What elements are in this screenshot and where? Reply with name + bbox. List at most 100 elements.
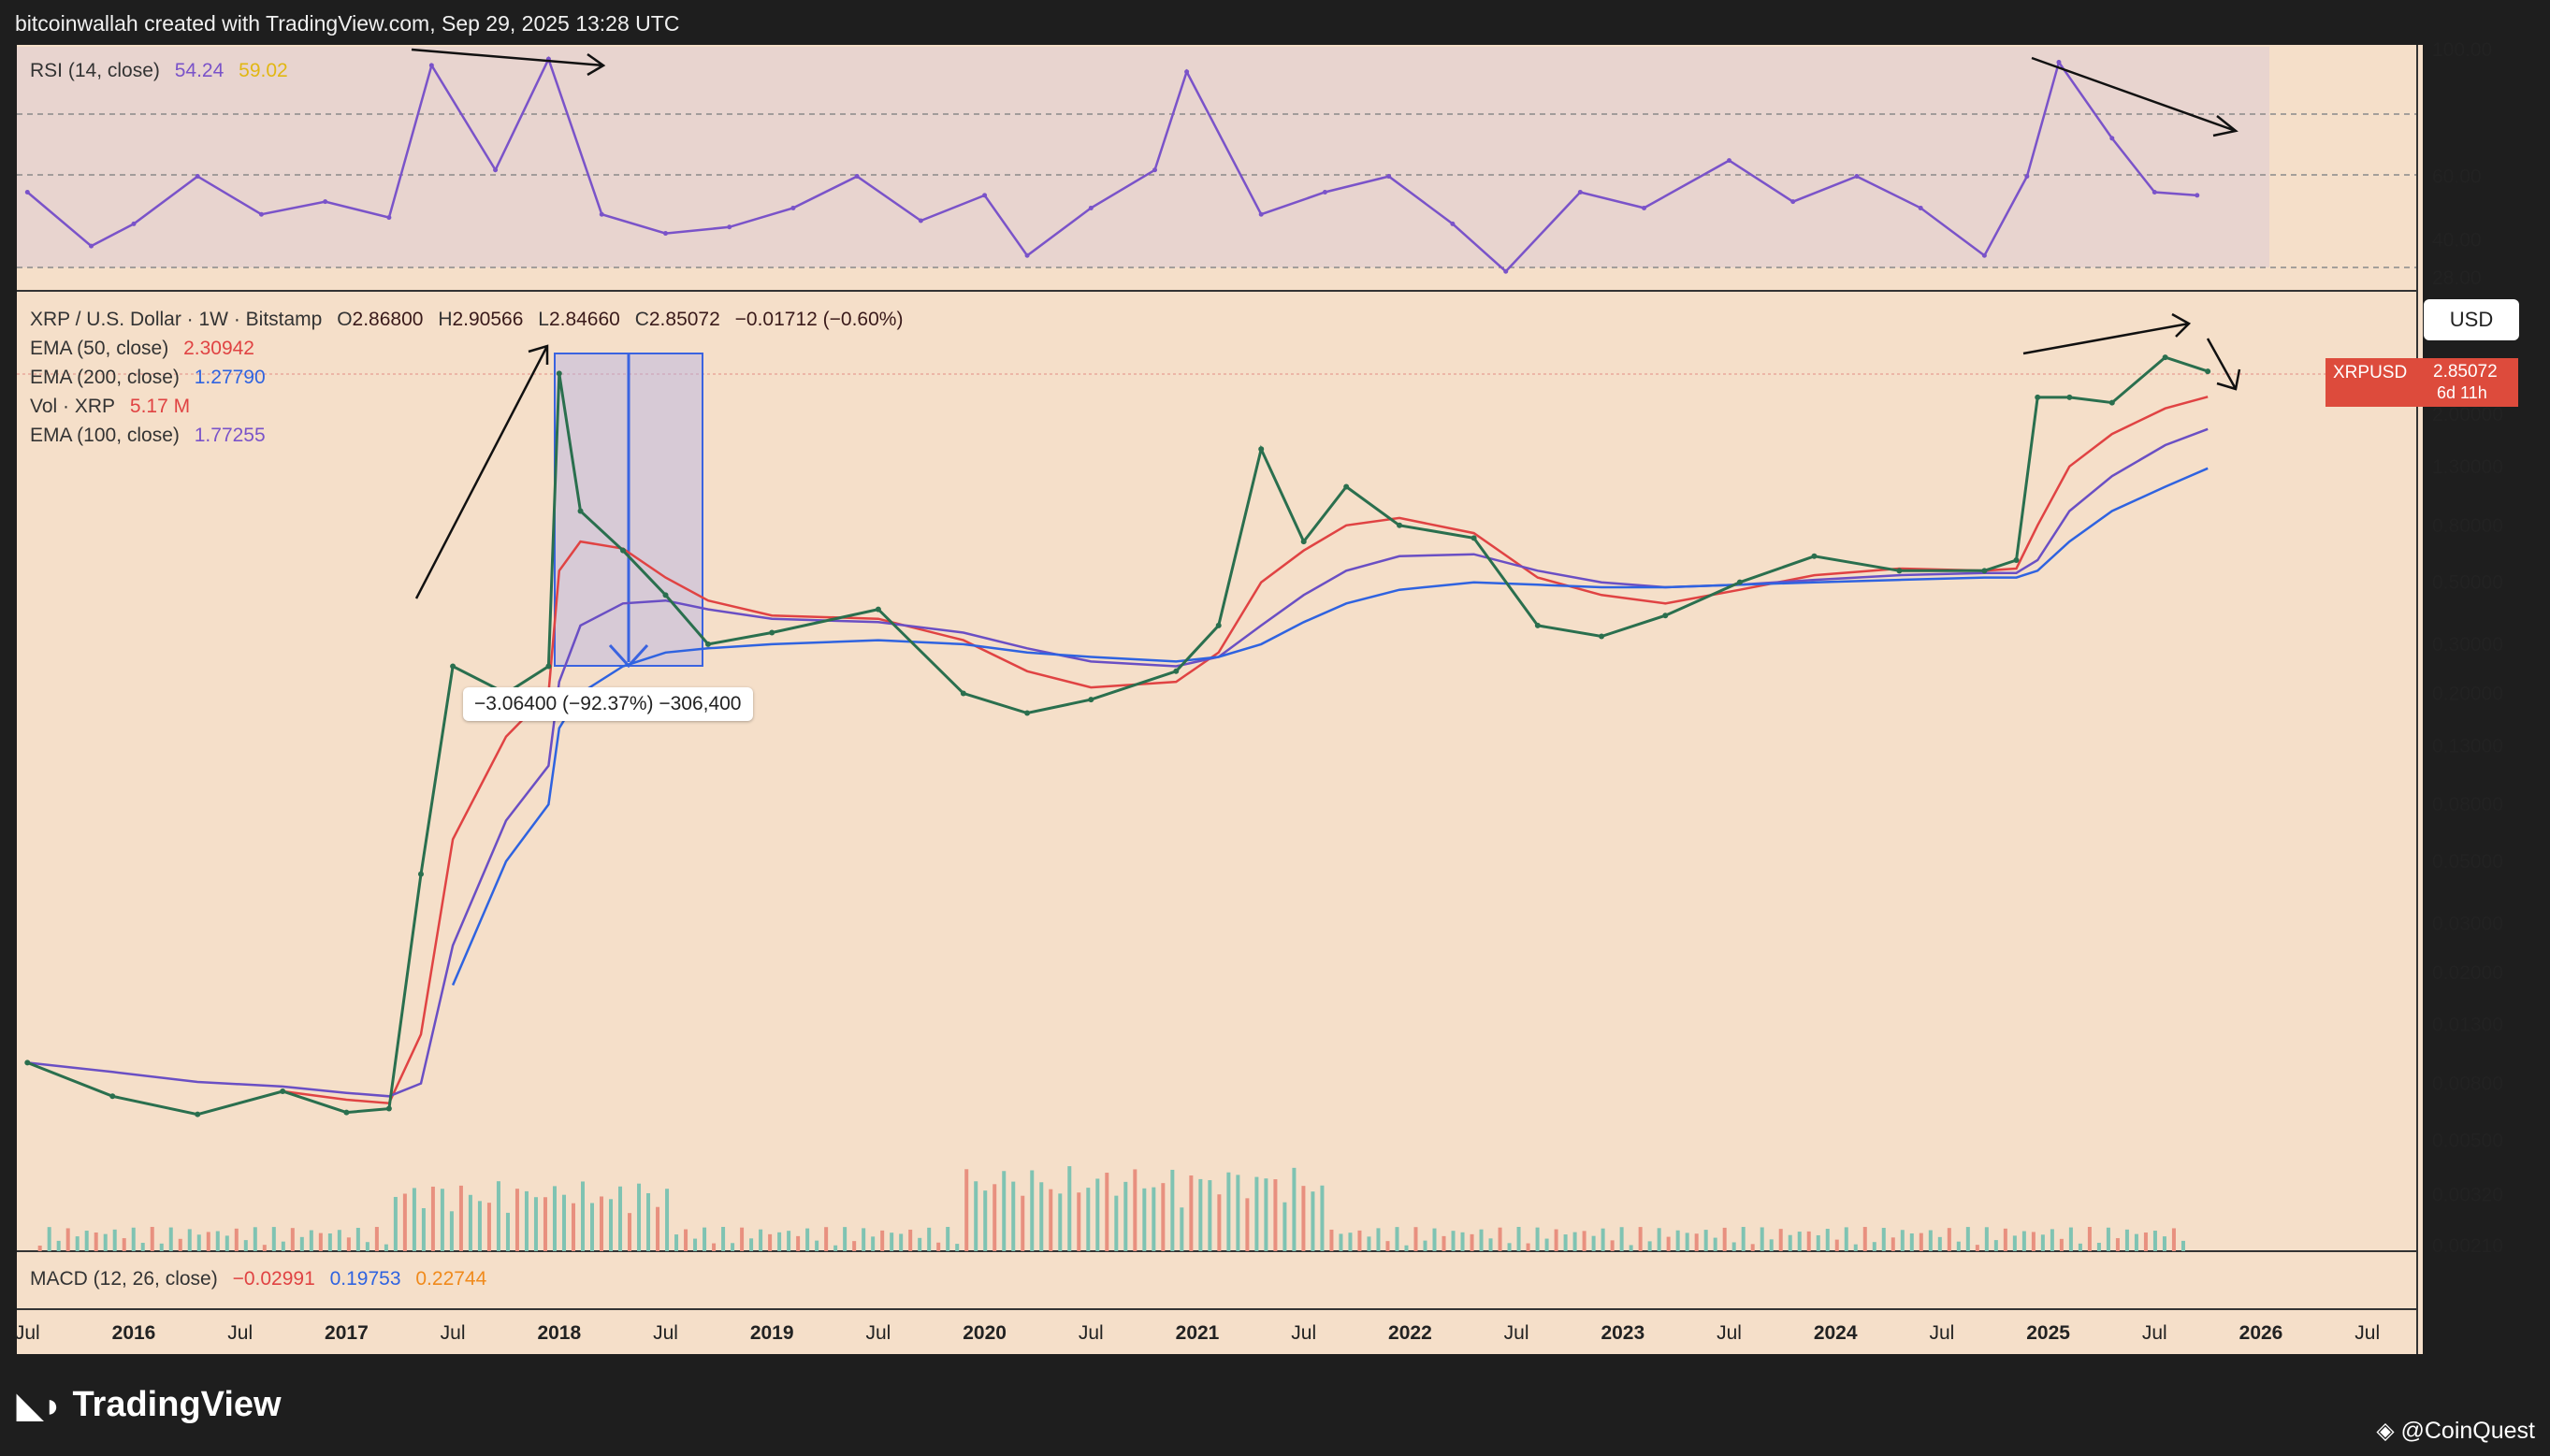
volume-bar [1872,1242,1876,1251]
volume-bar [2134,1233,2138,1251]
price-point [556,370,562,377]
price-tag-countdown: 6d 11h [2437,383,2487,402]
indicator-label: Vol · XRP [30,396,116,417]
volume-bar [1133,1169,1137,1251]
price-point [577,508,584,514]
price-point [417,871,424,877]
rsi-axis-tick: 100.00 [2432,39,2492,61]
price-rally-arrow [414,345,549,599]
tradingview-logo[interactable]: ◣◗ TradingView [17,1385,282,1425]
price-axis-tick: 0.05000 [2432,851,2503,872]
volume-bar [590,1203,595,1251]
volume-bars [37,1166,2185,1251]
time-axis-tick: Jul [1929,1322,1954,1344]
time-axis-tick: 2019 [750,1322,794,1344]
price-point [385,1105,392,1112]
tradingview-logo-icon: ◣◗ [17,1385,64,1424]
price-tag: XRPUSD 2.85072 6d 11h [2325,358,2518,407]
price-point [1088,697,1094,703]
time-axis-tick: 2016 [112,1322,156,1344]
volume-bar [1778,1229,1783,1251]
time-axis-tick: 2024 [1814,1322,1858,1344]
volume-bar [936,1242,941,1251]
rsi-trend-arrowhead-1 [587,52,606,77]
volume-bar [1077,1192,1081,1251]
volume-bar [365,1242,369,1251]
volume-bar [833,1245,838,1251]
price-axis-tick: 0.03000 [2432,913,2503,934]
volume-bar [852,1241,857,1251]
volume-bar [1432,1228,1437,1251]
volume-bar [974,1181,978,1251]
volume-bar [1423,1240,1427,1251]
volume-bar [449,1211,454,1251]
rsi-point [790,205,796,210]
price-point [1662,613,1669,619]
volume-bar [1909,1233,1914,1251]
volume-bar [84,1231,89,1251]
price-trend-arrow [2022,322,2190,355]
time-axis-tick: 2021 [1176,1322,1220,1344]
volume-bar [731,1243,735,1251]
price-point [1896,568,1903,574]
price-point [1300,539,1307,545]
volume-bar [1357,1230,1362,1251]
volume-bar [1142,1188,1147,1251]
volume-bar [1049,1189,1053,1251]
volume-bar [992,1184,997,1251]
volume-bar [955,1244,960,1251]
volume-bar [1993,1240,1998,1251]
volume-bar [168,1227,173,1251]
volume-bar [1329,1229,1334,1251]
price-point [1024,710,1031,716]
rsi-point [918,218,923,223]
volume-bar [1170,1169,1175,1251]
time-axis-tick: Jul [653,1322,678,1344]
price-down-arrowhead [2216,368,2241,391]
indicator-legend-ema100: EMA (100, close) 1.77255 [30,425,275,447]
volume-bar [1488,1238,1493,1251]
volume-bar [2115,1238,2120,1251]
volume-bar [1919,1233,1923,1251]
price-point [109,1093,116,1100]
volume-bar [787,1231,791,1251]
volume-bar [440,1189,444,1251]
time-axis-tick: Jul [2142,1322,2167,1344]
attribution-text: bitcoinwallah created with TradingView.c… [15,11,680,36]
volume-bar [1975,1245,1979,1251]
volume-bar [1554,1229,1558,1251]
currency-button[interactable]: USD [2424,299,2519,340]
volume-bar [1376,1228,1381,1251]
volume-bar [1535,1227,1540,1251]
ema-line [451,467,2209,986]
price-tag-value: 2.85072 [2433,362,2498,382]
volume-bar [225,1235,229,1251]
measure-label: −3.06400 (−92.37%) −306,400 [463,687,753,721]
rsi-axis-tick: 40.00 [2432,229,2482,251]
volume-bar [1198,1178,1203,1251]
volume-bar [712,1243,717,1251]
rsi-point [2109,136,2115,141]
price-axis-tick: 0.20000 [2432,683,2503,704]
volume-bar [1479,1229,1484,1251]
volume-bar [1741,1227,1746,1251]
high-value: 2.90566 [452,309,524,330]
volume-bar [103,1233,108,1251]
volume-bar [2021,1231,2026,1251]
volume-bar [299,1236,304,1251]
price-point [1471,535,1477,541]
volume-bar [749,1238,754,1251]
rsi-point [1258,211,1264,217]
rsi-trend-arrowhead-2 [2212,115,2238,137]
volume-bar [402,1193,407,1251]
volume-bar [1348,1233,1353,1251]
volume-bar [1591,1235,1596,1251]
volume-bar [1404,1245,1409,1251]
credit-icon: ◈ [2376,1418,2395,1444]
rsi-value: 54.24 [174,60,225,81]
time-axis-tick: Jul [441,1322,466,1344]
rsi-point [1322,190,1327,195]
volume-bar [1965,1227,1970,1251]
volume-bar [2059,1238,2064,1251]
